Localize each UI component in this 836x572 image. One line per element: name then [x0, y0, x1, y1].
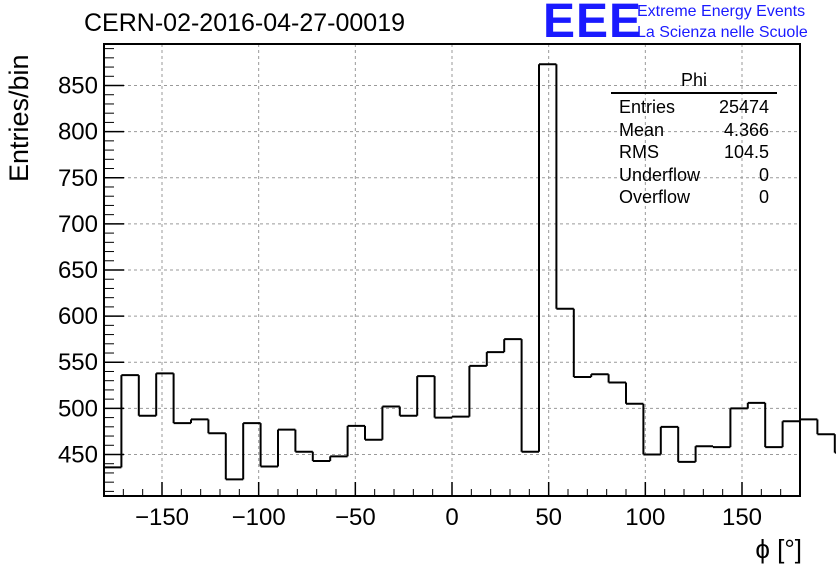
y-tick-label: 550	[58, 349, 98, 376]
stats-label: Mean	[619, 119, 665, 140]
x-tick-label: 150	[722, 504, 762, 531]
stats-label: Overflow	[619, 187, 691, 207]
run-title: CERN-02-2016-04-27-00019	[84, 9, 406, 37]
stats-label: RMS	[619, 142, 659, 162]
y-tick-label: 750	[58, 165, 98, 192]
x-tick-label: 100	[625, 504, 665, 531]
logo-subtitle-1: Extreme Energy Events	[637, 3, 806, 20]
stats-value: 0	[758, 187, 769, 207]
histogram-series	[104, 63, 836, 481]
stats-row-entries: Entries 25474	[611, 96, 777, 119]
grid-lines	[104, 44, 800, 496]
stats-value: 104.5	[723, 142, 769, 162]
y-tick-label: 650	[58, 257, 98, 284]
tick-labels: −150 −100 −50 0 50 100 150 450 500 550 600 650 700 75…	[58, 73, 762, 531]
axis-ticks	[103, 48, 801, 496]
eee-logo: EEE	[543, 0, 643, 48]
y-tick-label: 450	[58, 441, 98, 468]
stats-value: 0	[758, 164, 769, 185]
stats-title: Phi	[611, 70, 777, 94]
stats-label: Entries	[619, 97, 676, 117]
x-tick-label: −50	[335, 504, 376, 531]
y-tick-label: 700	[58, 211, 98, 238]
stats-box: Phi Entries 25474 Mean 4.366 RMS 104.5 U…	[611, 70, 777, 209]
x-tick-label: −150	[135, 504, 189, 531]
stats-row-mean: Mean 4.366	[611, 119, 777, 142]
x-tick-label: −100	[232, 504, 286, 531]
y-axis-label: Entries/bin	[4, 54, 34, 182]
stats-row-overflow: Overflow 0	[611, 186, 777, 209]
x-tick-label: 50	[535, 504, 562, 531]
stats-row-underflow: Underflow 0	[611, 164, 777, 187]
x-tick-label: 0	[445, 504, 458, 531]
x-axis-label: ϕ [°]	[755, 534, 802, 564]
stats-row-rms: RMS 104.5	[611, 141, 777, 164]
y-tick-label: 800	[58, 119, 98, 146]
y-tick-label: 600	[58, 303, 98, 330]
logo-subtitle-2: La Scienza nelle Scuole	[637, 24, 808, 41]
y-tick-label: 850	[58, 73, 98, 100]
stats-value: 25474	[718, 97, 769, 117]
y-tick-label: 500	[58, 395, 98, 422]
stats-label: Underflow	[619, 164, 701, 185]
stats-value: 4.366	[723, 119, 769, 140]
